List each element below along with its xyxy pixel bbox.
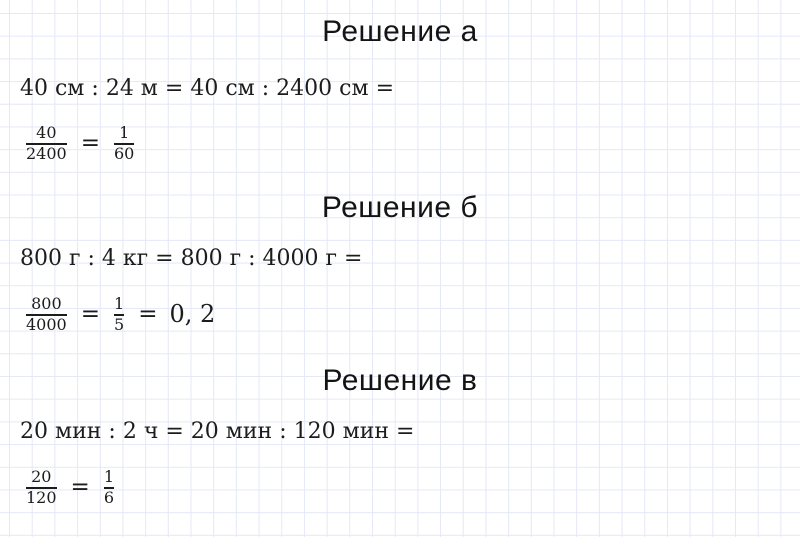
equals-sign: = [138,300,158,327]
fraction-denominator: 6 [103,487,115,507]
fraction: 40 2400 [24,125,69,162]
fraction-numerator: 40 [36,123,57,143]
fraction-numerator: 800 [31,294,62,314]
fraction-denominator: 2400 [26,143,67,163]
fraction-bar [114,314,125,316]
section-c-expression: 20 мин : 2 ч = 20 мин : 120 мин = [20,419,415,444]
section-a-title: Решение а [322,15,478,48]
decimal-result: 0, 2 [169,300,216,328]
solutions-page: Решение а 40 см : 24 м = 40 см : 2400 см… [0,14,800,537]
fraction-numerator: 1 [119,123,130,143]
fraction-bar [26,487,57,489]
fraction: 800 4000 [24,296,69,333]
section-a-expression: 40 см : 24 м = 40 см : 2400 см = [20,76,394,101]
fraction-bar [26,314,67,316]
fraction: 20 120 [24,469,59,506]
fraction-denominator: 120 [26,487,57,507]
section-b-title: Решение б [321,191,479,224]
fraction: 1 6 [102,469,116,506]
fraction: 1 60 [112,125,136,162]
equals-sign: = [80,300,100,327]
section-b-expression: 800 г : 4 кг = 800 г : 4000 г = [20,246,363,271]
fraction-denominator: 4000 [26,314,67,334]
section-a-fraction-row: 40 2400 = 1 60 [20,125,780,162]
section-c-fraction-row: 20 120 = 1 6 [20,469,780,506]
fraction-bar [26,143,67,145]
fraction-numerator: 1 [103,467,115,487]
fraction-bar [103,487,115,489]
fraction-numerator: 1 [114,294,125,314]
fraction-bar [114,143,135,145]
equals-sign: = [80,129,100,156]
fraction-denominator: 60 [114,143,135,163]
section-b-fraction-row: 800 4000 = 1 5 = 0, 2 [20,296,780,333]
equals-sign: = [70,473,90,500]
fraction-numerator: 20 [31,467,52,487]
fraction-denominator: 5 [114,314,125,334]
section-c-title: Решение в [322,364,478,397]
fraction: 1 5 [112,296,126,333]
